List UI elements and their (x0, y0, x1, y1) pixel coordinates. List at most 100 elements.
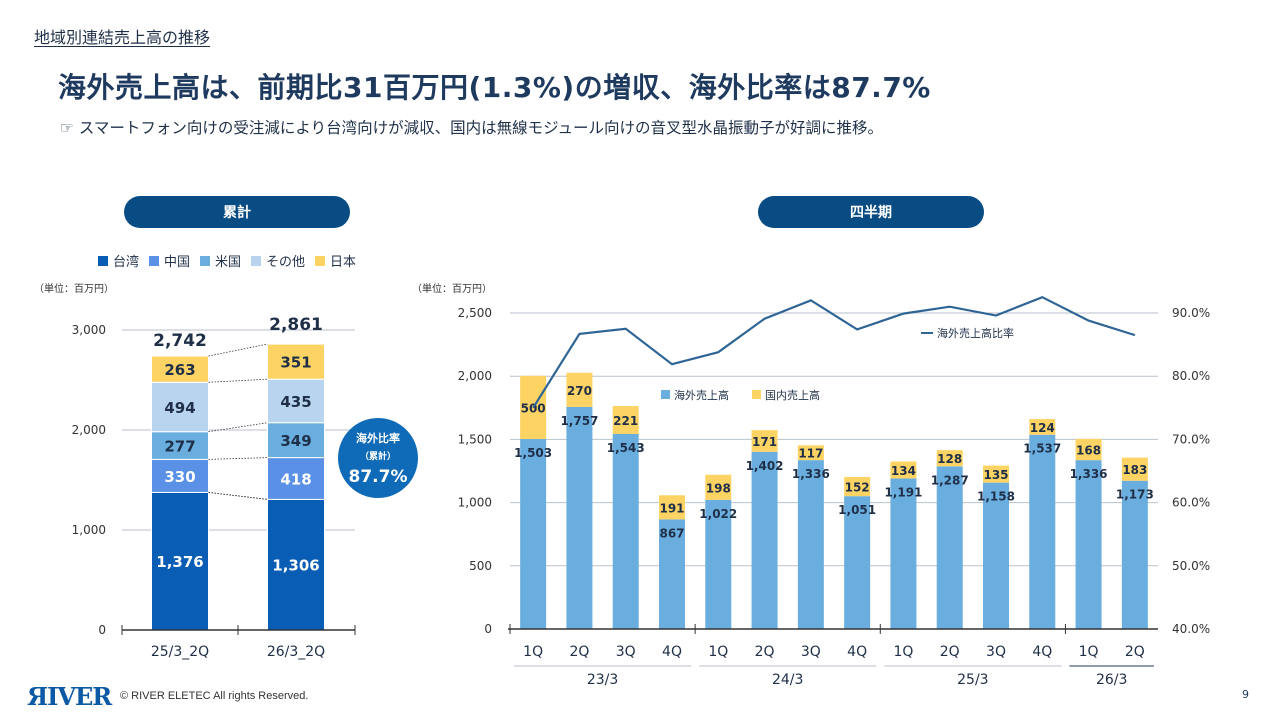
data-label-domestic: 134 (891, 464, 916, 478)
legend-label-other: その他 (266, 255, 305, 270)
data-label-overseas: 1,336 (792, 467, 830, 481)
y2-tick: 40.0% (1172, 622, 1210, 636)
bar-domestic (844, 476, 871, 497)
data-label-overseas: 1,757 (560, 414, 598, 428)
y2-tick: 90.0% (1172, 306, 1210, 320)
data-label-overseas: 1,191 (884, 485, 922, 499)
connector-line (208, 343, 268, 357)
data-label-overseas: 1,537 (1023, 442, 1061, 456)
y-tick-left: 2,000 (72, 423, 106, 437)
data-label-overseas: 1,158 (977, 490, 1015, 504)
bar-overseas (1121, 480, 1148, 629)
bar-domestic (1029, 419, 1056, 435)
bar-segment-china (267, 457, 325, 500)
data-label-overseas: 1,402 (746, 459, 784, 473)
y-tick-right: 0 (484, 622, 492, 636)
badge-value: 87.7% (349, 467, 408, 487)
data-label-domestic: 168 (1076, 444, 1101, 458)
bar-segment-japan (151, 355, 209, 383)
data-label-domestic: 117 (798, 447, 823, 461)
legend-swatch-other (251, 256, 261, 266)
page-number: 9 (1242, 688, 1249, 701)
data-label-china: 418 (280, 471, 311, 489)
legend-swatch-japan (315, 256, 325, 266)
y-tick-right: 2,000 (458, 369, 492, 383)
legend-label-china: 中国 (164, 255, 190, 270)
data-label-domestic: 152 (845, 481, 870, 495)
bar-segment-other (267, 378, 325, 424)
bar-overseas (705, 499, 732, 629)
y2-tick: 80.0% (1172, 369, 1210, 383)
x-tick-left: 25/3_2Q (151, 644, 209, 660)
connector-line (208, 422, 268, 433)
data-label-domestic: 500 (521, 401, 546, 415)
cumulative-chart-title: 累計 (124, 196, 350, 228)
bar-overseas (983, 482, 1009, 629)
total-label: 2,742 (153, 331, 207, 351)
data-label-domestic: 191 (659, 501, 684, 515)
legend-label-ratio: 海外売上高比率 (937, 326, 1014, 340)
bar-segment-other (151, 381, 209, 433)
data-label-overseas: 1,336 (1070, 467, 1108, 481)
data-label-overseas: 1,543 (607, 441, 645, 455)
bar-overseas (844, 496, 871, 629)
bar-overseas (612, 433, 639, 629)
x-tick-quarter: 1Q (893, 644, 913, 660)
unit-label-right: （単位：百万円） (412, 282, 492, 295)
y-tick-left: 3,000 (72, 323, 106, 337)
data-label-domestic: 198 (706, 481, 731, 495)
quarterly-chart-title: 四半期 (758, 196, 984, 228)
connector-line (208, 378, 268, 383)
x-tick-quarter: 2Q (1125, 644, 1145, 660)
overseas-ratio-line (532, 295, 1136, 409)
legend-label-overseas: 海外売上高 (674, 388, 729, 402)
bar-domestic (936, 450, 963, 467)
bar-overseas (566, 406, 593, 629)
legend-swatch-taiwan (98, 256, 108, 266)
x-tick-quarter: 2Q (755, 644, 775, 660)
x-tick-quarter: 4Q (847, 644, 867, 660)
bar-domestic (1121, 457, 1148, 481)
bar-segment-usa (151, 431, 209, 460)
group-label: 24/3 (772, 672, 803, 688)
group-label: 23/3 (587, 672, 618, 688)
bar-domestic (983, 465, 1009, 483)
x-tick-quarter: 2Q (940, 644, 960, 660)
group-label: 25/3 (957, 672, 988, 688)
copyright: © RIVER ELETEC All rights Reserved. (120, 690, 309, 702)
data-label-other: 435 (280, 393, 311, 411)
bar-overseas (520, 439, 547, 629)
pointing-hand-icon: ☞ (60, 119, 74, 137)
data-label-overseas: 1,022 (699, 507, 737, 521)
legend-swatch-domestic (752, 390, 761, 399)
legend-label-domestic: 国内売上高 (765, 388, 820, 402)
bar-domestic (566, 372, 593, 407)
data-label-japan: 263 (164, 361, 195, 379)
legend-swatch-overseas (661, 390, 670, 399)
data-label-china: 330 (164, 468, 195, 486)
bar-domestic (751, 430, 778, 452)
y-tick-right: 500 (469, 559, 492, 573)
data-label-domestic: 171 (752, 435, 777, 449)
y2-tick: 70.0% (1172, 432, 1210, 446)
bar-overseas (659, 519, 685, 629)
bar-overseas (936, 466, 963, 629)
unit-label-left: （単位：百万円） (34, 282, 114, 295)
bar-domestic (890, 461, 917, 479)
data-label-domestic: 124 (1030, 421, 1055, 435)
bar-overseas (797, 460, 824, 629)
bar-overseas (1029, 434, 1056, 629)
data-label-domestic: 135 (983, 468, 1008, 482)
legend-label-taiwan: 台湾 (113, 254, 139, 270)
bar-segment-japan (267, 343, 325, 380)
bar-overseas (751, 451, 778, 629)
y-tick-right: 1,000 (458, 496, 492, 510)
legend-swatch-china (149, 256, 159, 266)
data-label-domestic: 128 (937, 452, 962, 466)
summary-text: スマートフォン向けの受注減により台湾向けが減収、国内は無線モジュール向けの音叉型… (78, 119, 883, 137)
y-tick-right: 2,500 (458, 306, 492, 320)
connector-line (208, 492, 268, 500)
total-label: 2,861 (269, 315, 323, 335)
x-tick-quarter: 3Q (616, 644, 636, 660)
